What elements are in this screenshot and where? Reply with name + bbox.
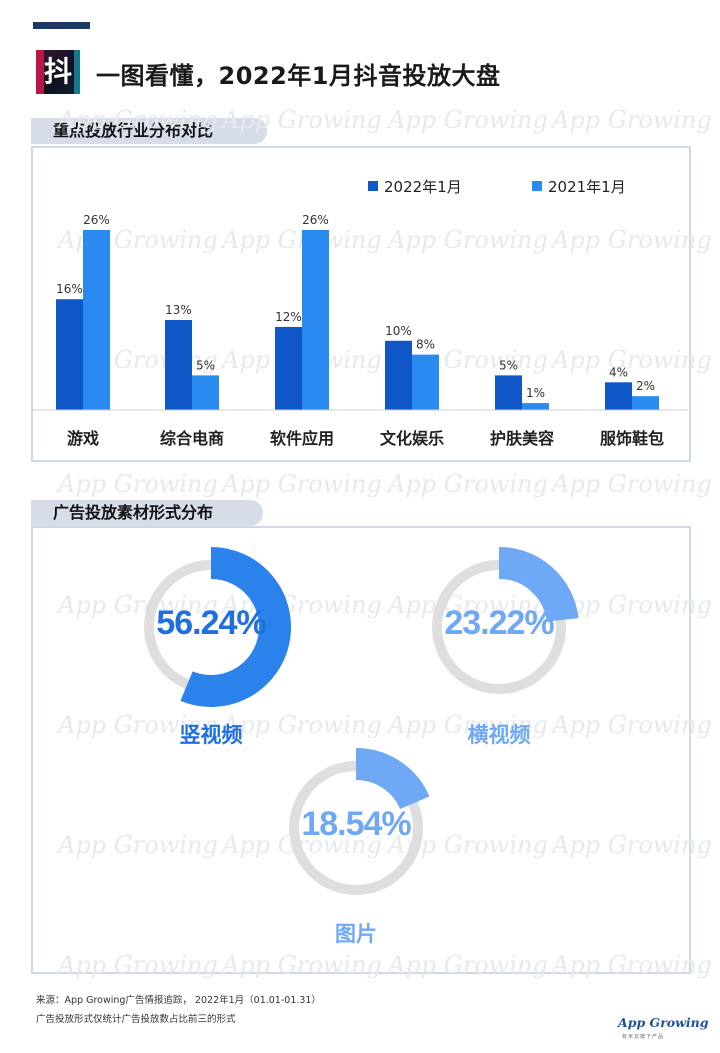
- donut-label-image: 图片: [335, 922, 377, 946]
- donut-value-image: 18.54%: [301, 805, 411, 843]
- bar-value-label: 4%: [609, 365, 628, 379]
- bar-value-label: 5%: [499, 358, 518, 372]
- donut-label-horizontal-video: 横视频: [467, 723, 531, 747]
- app-growing-tagline: 有米云旗下产品: [622, 1034, 665, 1040]
- bar: [412, 354, 439, 410]
- bar-value-label: 13%: [165, 303, 192, 317]
- bar: [192, 375, 219, 410]
- note-text: 广告投放形式仅统计广告投放数占比前三的形式: [36, 1014, 236, 1025]
- app-growing-logo: App Growing: [618, 1015, 709, 1030]
- donut-arc: [180, 547, 291, 707]
- category-label: 软件应用: [270, 429, 334, 448]
- source-text: 来源：App Growing广告情报追踪， 2022年1月（01.01-01.3…: [36, 995, 321, 1006]
- bar-value-label: 2%: [636, 379, 655, 393]
- legend-swatch: [368, 181, 378, 191]
- bar-value-label: 8%: [416, 338, 435, 352]
- category-label: 综合电商: [160, 429, 224, 448]
- header-accent-bar: [33, 22, 90, 29]
- bar-value-label: 26%: [302, 213, 329, 227]
- bar: [522, 403, 549, 410]
- bar-value-label: 12%: [275, 310, 302, 324]
- industry-panel: [31, 146, 691, 462]
- bar: [495, 375, 522, 410]
- donut-value-horizontal-video: 23.22%: [444, 604, 554, 642]
- donut-label-vertical-video: 竖视频: [179, 723, 243, 747]
- bar: [605, 382, 632, 410]
- donut-arc: [498, 547, 579, 623]
- douyin-logo: 抖: [36, 50, 80, 94]
- category-label: 护肤美容: [490, 429, 554, 448]
- bar: [83, 230, 110, 410]
- bar-value-label: 16%: [56, 282, 83, 296]
- bar: [632, 396, 659, 410]
- industry-section-tab: 重点投放行业分布对比: [31, 118, 267, 144]
- bar: [165, 320, 192, 410]
- legend-swatch: [532, 181, 542, 191]
- format-section-tab: 广告投放素材形式分布: [31, 500, 263, 526]
- legend-label: 2022年1月: [384, 178, 462, 196]
- category-label: 服饰鞋包: [600, 429, 664, 448]
- donut-value-vertical-video: 56.24%: [156, 604, 266, 642]
- industry-bar-chart: 2022年1月 2021年1月 16% 26% 游戏 13% 5% 综合电商 12% 26% 软件应…: [33, 178, 688, 448]
- page-title: 一图看懂，2022年1月抖音投放大盘: [96, 62, 501, 90]
- category-label: 游戏: [67, 429, 99, 448]
- bar-value-label: 5%: [196, 358, 215, 372]
- bar: [56, 299, 83, 410]
- bar: [385, 340, 412, 410]
- bar-value-label: 26%: [83, 213, 110, 227]
- category-label: 文化娱乐: [380, 429, 444, 448]
- bar: [302, 230, 329, 410]
- legend-label: 2021年1月: [548, 178, 626, 196]
- donut-arc: [355, 748, 430, 810]
- bar: [275, 326, 302, 410]
- bar-value-label: 10%: [385, 324, 412, 338]
- bar-value-label: 1%: [526, 386, 545, 400]
